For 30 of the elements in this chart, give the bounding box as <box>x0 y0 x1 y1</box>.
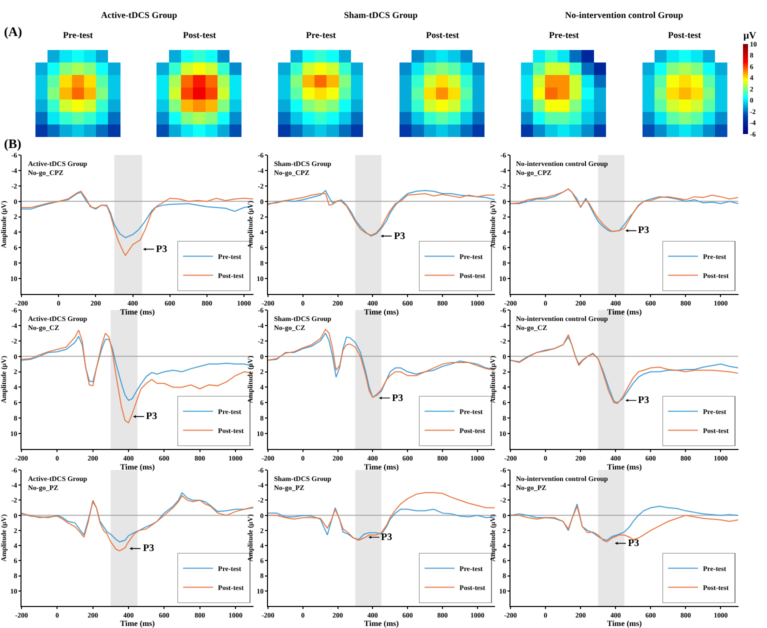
annotation: P3 <box>392 393 404 404</box>
annotation: P3 <box>638 225 650 236</box>
annotation: P3 <box>394 231 406 242</box>
color-bar-title: μV <box>743 30 758 42</box>
chart-title: (A) <box>4 24 22 39</box>
text: Post-test <box>183 30 216 40</box>
x-axis-title: Time (ms) <box>120 619 156 628</box>
x-axis-title: Time (ms) <box>364 619 400 628</box>
text: (B) <box>4 136 22 151</box>
x-axis-title: Time (ms) <box>364 462 400 472</box>
text: Post-test <box>668 30 701 40</box>
x-axis-title: Time (ms) <box>607 619 642 628</box>
annotation: P3 <box>381 532 392 543</box>
x-axis-title: Time (ms) <box>607 462 642 472</box>
text: Active-tDCS Group <box>101 10 178 20</box>
x-axis-title: Time (ms) <box>120 307 156 316</box>
annotation: P3 <box>156 244 168 255</box>
text: Pre-test <box>306 30 336 40</box>
x-axis-title: Time (ms) <box>120 462 156 472</box>
x-axis-title: Time (ms) <box>364 307 400 316</box>
text: No-intervention control Group <box>565 10 684 20</box>
text: Pre-test <box>63 30 93 40</box>
text: Sham-tDCS Group <box>344 10 418 20</box>
x-axis-title: Time (ms) <box>607 307 642 316</box>
annotation: P3 <box>146 411 158 422</box>
text: Pre-test <box>549 30 579 40</box>
text: Post-test <box>426 30 459 40</box>
annotation: P3 <box>628 538 640 549</box>
annotation: P3 <box>638 395 650 406</box>
annotation: P3 <box>143 543 154 554</box>
